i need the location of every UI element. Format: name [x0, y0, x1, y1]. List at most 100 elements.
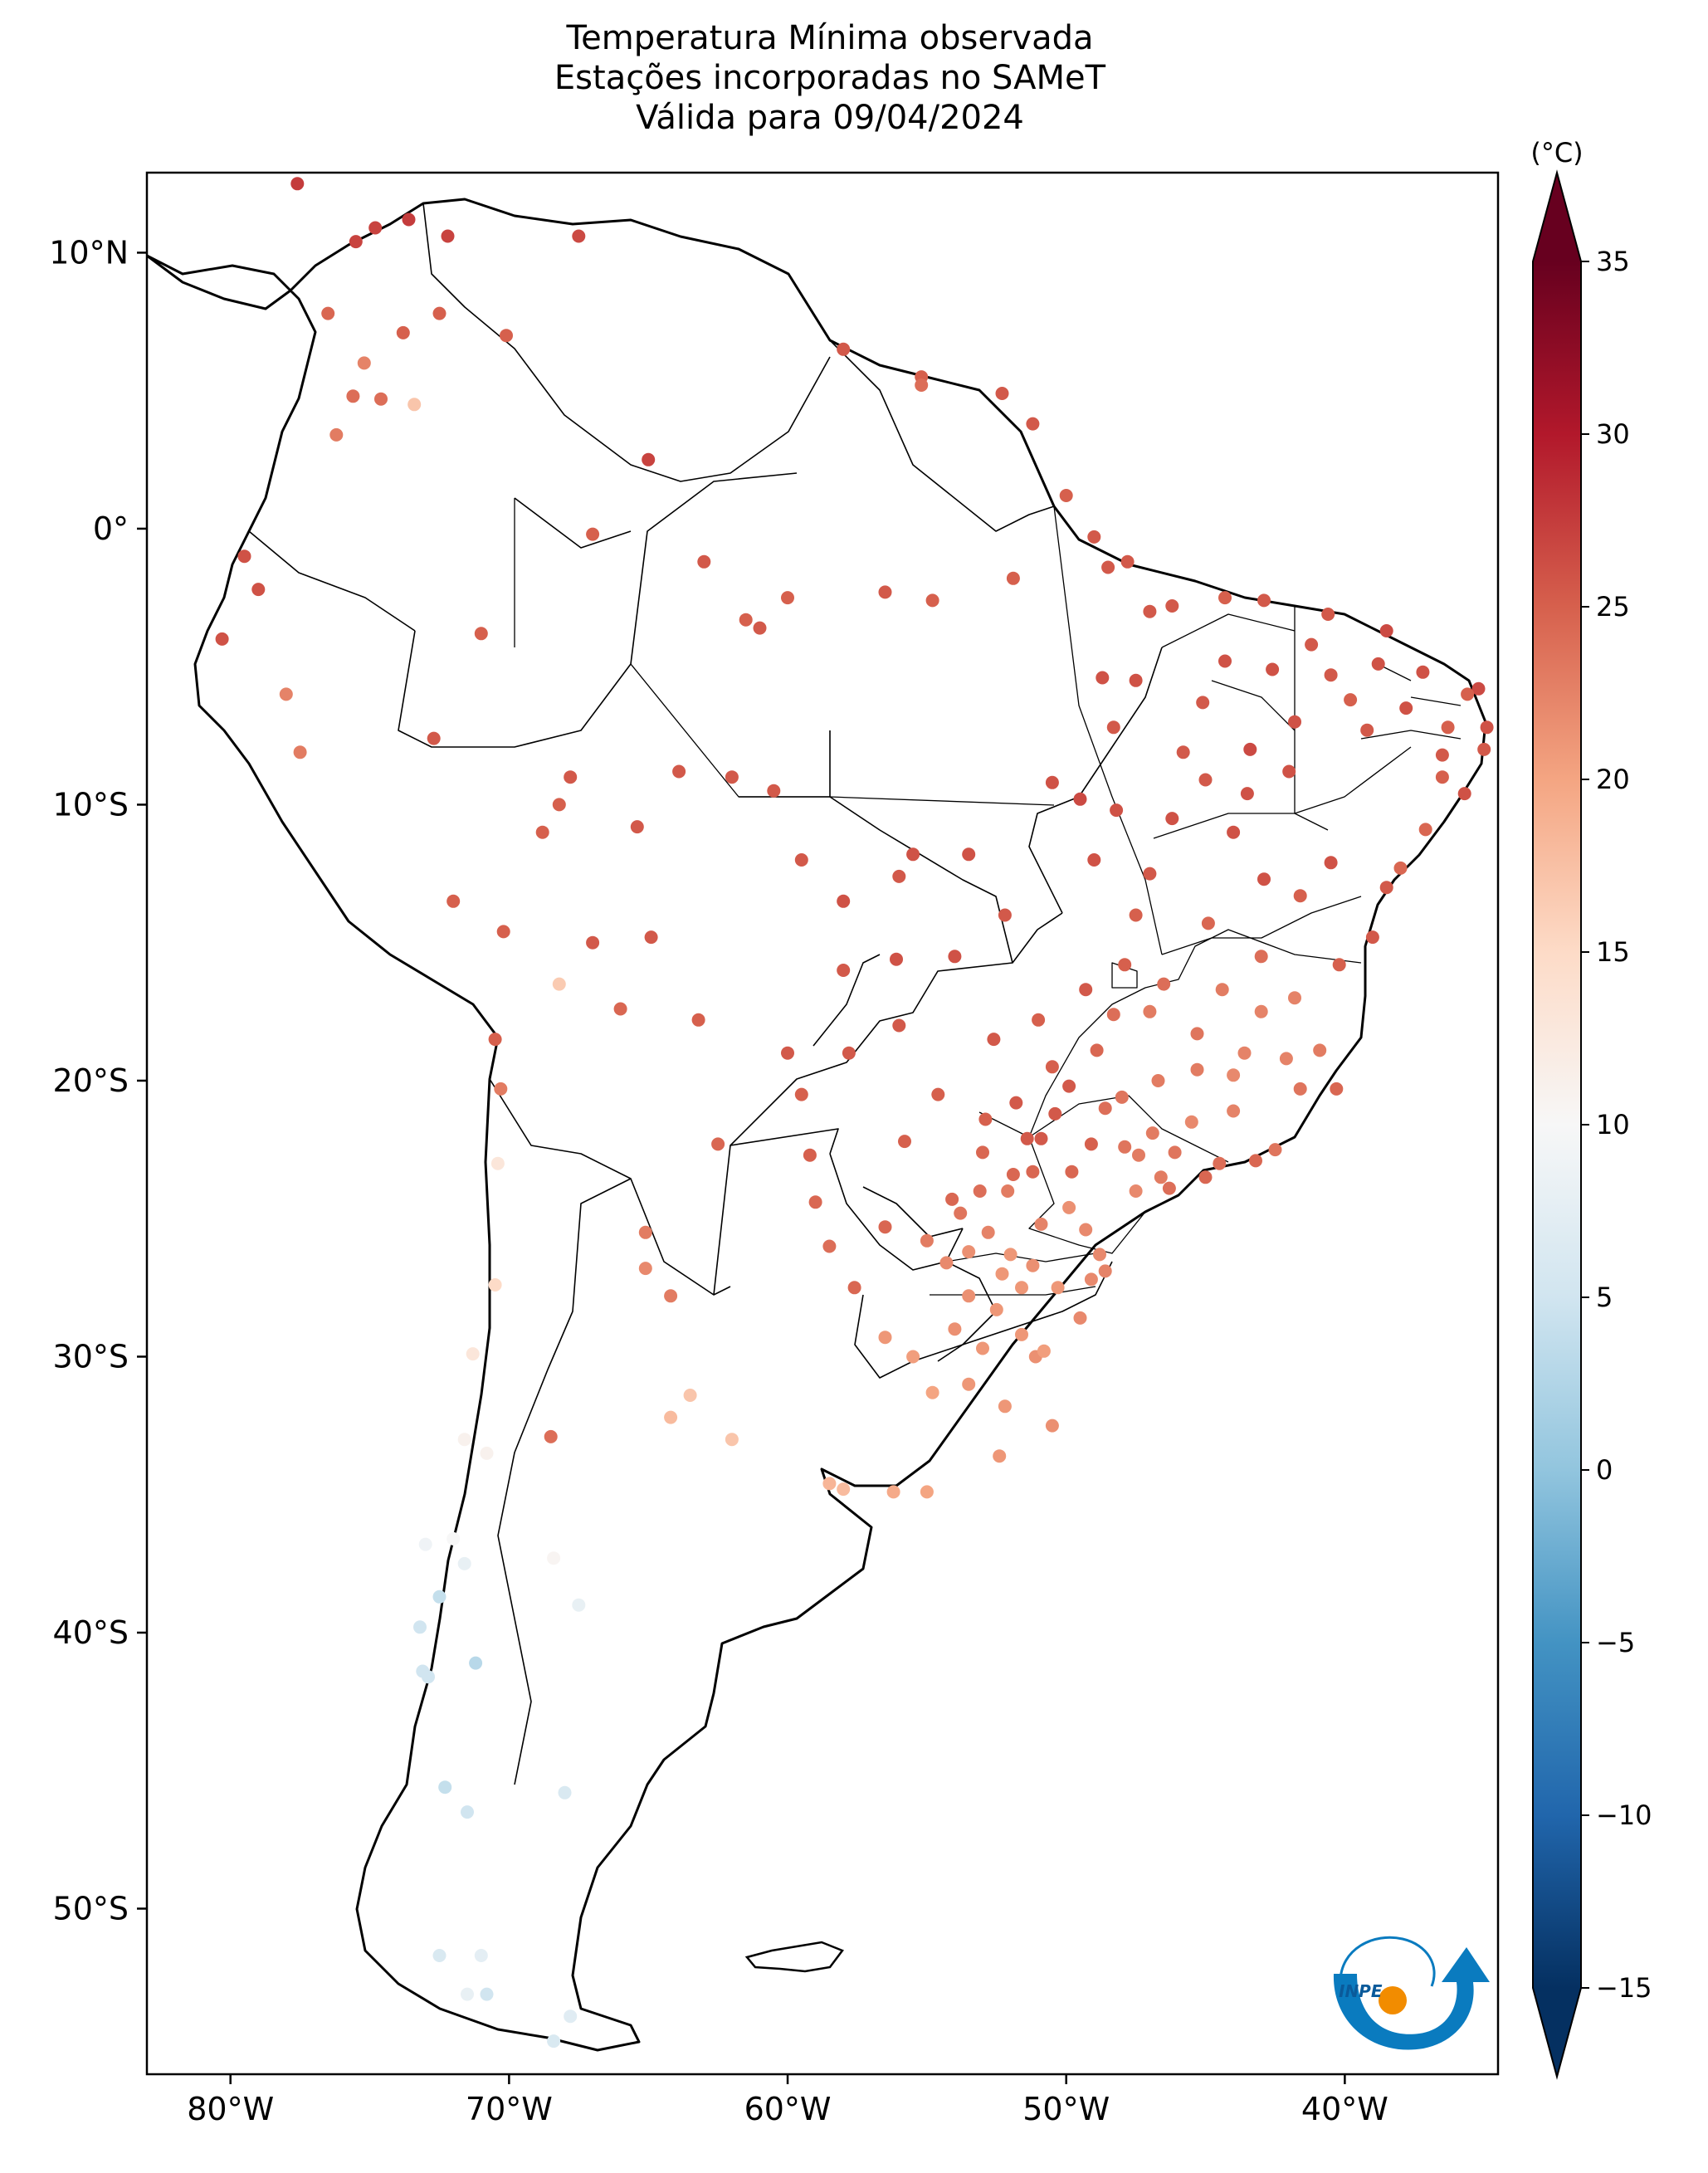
station-point: [1249, 1154, 1262, 1168]
country-borders: [248, 203, 1163, 1785]
station-point: [1168, 1145, 1182, 1160]
station-point: [441, 229, 455, 243]
logo-text: INPE: [1339, 1981, 1383, 2001]
station-point: [447, 1531, 461, 1546]
station-point: [552, 798, 566, 812]
station-point: [1293, 889, 1307, 903]
station-point: [586, 935, 600, 950]
station-point: [962, 1377, 976, 1391]
station-point: [1477, 742, 1491, 756]
station-point: [1393, 861, 1408, 875]
station-point: [878, 585, 892, 599]
colorbar-tick-label: 5: [1596, 1282, 1613, 1313]
station-point: [237, 549, 251, 564]
station-point: [1062, 1200, 1076, 1214]
station-point: [407, 398, 422, 412]
station-point: [993, 1449, 1007, 1463]
station-point: [1282, 764, 1296, 779]
station-point: [457, 1433, 471, 1447]
station-point: [691, 1013, 705, 1027]
lat-tick-label: 40°S: [53, 1614, 129, 1651]
station-point: [1215, 983, 1229, 997]
station-point: [892, 869, 906, 883]
station-point: [251, 583, 266, 597]
station-point: [1059, 489, 1073, 502]
station-point: [544, 1429, 558, 1443]
station-point: [496, 925, 510, 939]
station-point: [1162, 1181, 1176, 1195]
station-point: [1106, 720, 1120, 735]
station-point: [461, 1805, 474, 1819]
station-point: [925, 593, 939, 608]
station-point: [474, 627, 488, 641]
station-point: [1079, 983, 1093, 997]
colorbar-unit: (°C): [1530, 137, 1583, 168]
coastline: [147, 198, 1487, 2052]
colorbar: (°C) 35 30 25 20 15 10 5 0 −5 −10 −15: [1530, 137, 1652, 2080]
station-point: [1184, 1115, 1198, 1129]
lat-tick-label: 10°N: [49, 234, 129, 271]
station-point: [672, 764, 686, 779]
station-point: [892, 1018, 906, 1033]
station-point: [886, 1485, 900, 1499]
station-point: [1360, 723, 1374, 737]
station-point: [973, 1184, 987, 1198]
station-point: [396, 325, 410, 339]
station-point: [739, 613, 753, 627]
station-point: [279, 687, 293, 701]
station-point: [890, 952, 903, 966]
falkland-islands: [744, 1941, 844, 1973]
station-point: [438, 1780, 452, 1795]
colorbar-body: [1533, 261, 1581, 1988]
station-point: [1026, 1258, 1040, 1272]
station-point: [1257, 593, 1271, 608]
station-point: [954, 1206, 968, 1220]
station-point: [1416, 665, 1430, 679]
lat-tick-label: 30°S: [53, 1338, 129, 1375]
station-point: [794, 1087, 808, 1101]
station-point: [995, 1267, 1009, 1281]
station-point: [915, 378, 929, 392]
colorbar-tick-label: −15: [1596, 1972, 1652, 2004]
latitude-ticks: 10°N 0° 10°S 20°S 30°S 40°S 50°S: [49, 234, 147, 1926]
station-point: [480, 1446, 494, 1460]
station-point: [1198, 1170, 1213, 1184]
lon-tick-label: 80°W: [187, 2091, 274, 2127]
station-point: [995, 387, 1009, 400]
colorbar-tick-label: 0: [1596, 1454, 1613, 1486]
station-point: [1034, 1217, 1048, 1231]
station-point: [1324, 668, 1338, 682]
station-point: [1379, 624, 1393, 637]
station-point: [1227, 1104, 1241, 1118]
title-line-1: Temperatura Mínima observada: [566, 19, 1094, 57]
station-point: [1034, 1131, 1048, 1145]
station-point: [638, 1225, 652, 1239]
station-point: [898, 1135, 911, 1149]
map[interactable]: 10°N 0° 10°S 20°S 30°S 40°S 50°S 80°W 70°W 60°W 5…: [49, 171, 1500, 2127]
station-point: [1006, 1168, 1020, 1181]
station-point: [1006, 571, 1020, 585]
station-point: [1190, 1062, 1204, 1077]
station-point: [1106, 1008, 1120, 1022]
station-point: [1110, 803, 1124, 818]
colorbar-tick-label: 10: [1596, 1109, 1630, 1140]
station-point: [1461, 687, 1475, 701]
colorbar-tick-label: 15: [1596, 936, 1630, 968]
station-markers: [215, 177, 1494, 2048]
station-point: [1279, 1052, 1293, 1066]
station-point: [837, 342, 851, 356]
station-point: [1313, 1043, 1327, 1057]
station-point: [962, 1289, 976, 1303]
station-point: [480, 1987, 494, 2001]
station-point: [644, 930, 658, 945]
station-point: [1198, 773, 1213, 787]
colorbar-extend-bottom: [1533, 1988, 1581, 2077]
station-point: [427, 731, 441, 745]
station-point: [847, 1281, 861, 1295]
station-point: [1201, 916, 1215, 930]
station-point: [1321, 608, 1335, 621]
logo-orbit-icon: [1339, 1936, 1436, 1987]
station-point: [1190, 1027, 1204, 1041]
lat-tick-label: 50°S: [53, 1890, 129, 1926]
station-point: [1145, 1126, 1159, 1140]
